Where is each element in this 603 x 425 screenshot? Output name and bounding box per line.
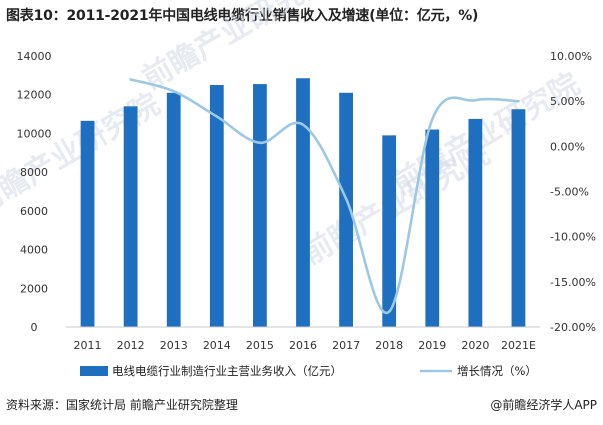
x-tick-label: 2019 (418, 339, 446, 352)
x-axis-ticks: 2011 2012 2013 2014 2015 2016 2017 2018 2019 2020… (74, 339, 536, 352)
bar (468, 118, 483, 328)
left-tick-label: 12000 (17, 89, 52, 102)
bar (296, 78, 310, 327)
x-tick-label: 2018 (375, 339, 403, 352)
x-tick-label: 2016 (289, 339, 317, 352)
right-tick-label: -15.00% (550, 276, 596, 289)
right-tick-label: -20.00% (550, 321, 596, 334)
growth-line (129, 78, 520, 315)
bar (253, 84, 267, 327)
x-tick-label: 2014 (203, 339, 231, 352)
legend: 电线电缆行业制造行业主营业务收入（亿元） 增长情况（%） (80, 364, 537, 378)
bar (209, 85, 224, 328)
x-tick-label: 2020 (461, 339, 489, 352)
right-tick-label: 10.00% (550, 50, 592, 63)
x-tick-label: 2017 (332, 339, 360, 352)
x-tick-label: 2015 (246, 339, 274, 352)
bar (166, 92, 181, 328)
x-tick-label: 2013 (160, 339, 188, 352)
x-tick-label: 2021E (501, 339, 536, 352)
legend-line-label: 增长情况（%） (457, 364, 537, 378)
left-tick-label: 0 (31, 321, 38, 334)
bar (382, 135, 397, 327)
left-axis-ticks: 0 2000 4000 6000 8000 10000 12000 14000 (17, 50, 52, 334)
chart-title: 图表10：2011-2021年中国电线电缆行业销售收入及增速(单位：亿元，%) (6, 8, 479, 24)
left-tick-label: 14000 (17, 50, 52, 63)
x-tick-label: 2012 (117, 339, 145, 352)
right-tick-label: 5.00% (550, 95, 585, 108)
left-tick-label: 6000 (20, 205, 48, 218)
source-note: 资料来源：国家统计局 前瞻产业研究院整理 (6, 398, 238, 412)
bar (425, 129, 440, 327)
left-tick-label: 2000 (20, 282, 48, 295)
legend-bar-label: 电线电缆行业制造行业主营业务收入（亿元） (112, 364, 342, 378)
brand-credit: @前瞻经济学人APP (490, 398, 597, 412)
bar (123, 106, 138, 327)
right-axis-ticks: 10.00% 5.00% 0.00% -5.00% -10.00% -15.00% -20.… (550, 50, 596, 334)
left-tick-label: 8000 (20, 166, 48, 179)
bar (511, 109, 526, 327)
legend-bar-swatch (80, 366, 108, 376)
bar-series (80, 78, 526, 328)
x-tick-label: 2011 (74, 339, 102, 352)
left-tick-label: 4000 (20, 244, 48, 257)
bar (80, 120, 95, 327)
bar (339, 92, 353, 328)
right-tick-label: 0.00% (550, 140, 585, 153)
right-tick-label: -10.00% (550, 231, 596, 244)
right-tick-label: -5.00% (550, 186, 589, 199)
left-tick-label: 10000 (17, 127, 52, 140)
